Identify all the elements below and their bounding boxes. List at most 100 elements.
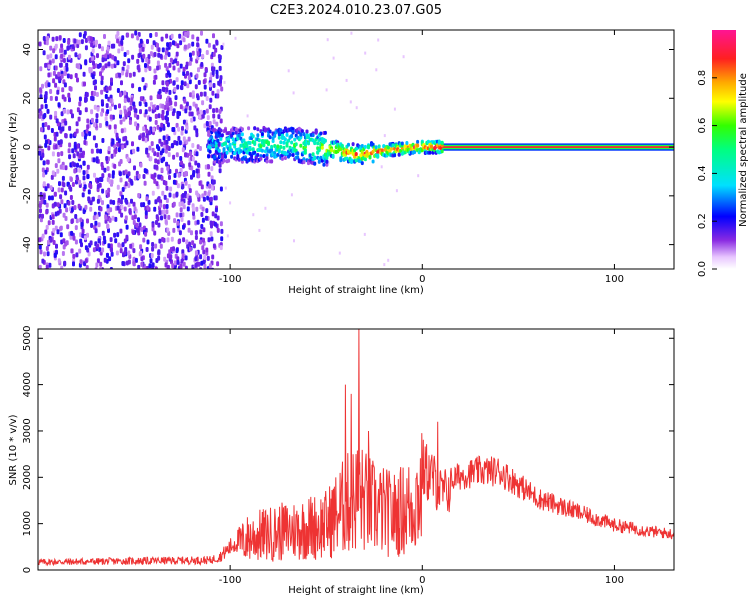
noise-cell [201, 113, 205, 119]
noise-cell [62, 38, 66, 43]
noise-cell [158, 210, 162, 216]
noise-cell [138, 101, 142, 107]
signal-cell [256, 133, 260, 138]
noise-cell [115, 34, 119, 40]
noise-cell [74, 214, 78, 219]
noise-cell [62, 238, 66, 244]
noise-cell [61, 87, 65, 93]
noise-cell [147, 54, 151, 60]
noise-cell [187, 184, 191, 189]
noise-cell [107, 61, 111, 67]
signal-cell [233, 144, 237, 149]
signal-cell [371, 142, 375, 147]
signal-cell [277, 135, 281, 140]
noise-cell [201, 206, 205, 212]
noise-cell [61, 251, 65, 256]
noise-cell [86, 164, 90, 170]
noise-cell [49, 89, 53, 94]
noise-cell [142, 53, 146, 59]
noise-cell [184, 255, 188, 261]
noise-cell [149, 33, 153, 38]
y-tick-label: 5000 [22, 326, 33, 351]
noise-cell [216, 93, 220, 99]
snr-series-line [38, 329, 674, 567]
noise-cell [42, 160, 46, 166]
noise-cell [89, 36, 93, 42]
noise-cell [113, 232, 117, 238]
noise-cell [188, 195, 192, 201]
noise-cell [127, 250, 131, 256]
noise-cell [199, 229, 203, 235]
noise-cell [78, 101, 82, 107]
signal-cell [264, 149, 267, 154]
signal-cell [339, 147, 343, 152]
noise-cell [185, 101, 189, 107]
noise-cell [184, 190, 187, 196]
noise-cell [83, 81, 86, 87]
signal-cell [207, 130, 211, 135]
noise-cell [210, 166, 214, 172]
noise-cell [45, 264, 49, 269]
noise-cell [149, 51, 153, 57]
noise-cell [252, 213, 255, 217]
noise-cell [181, 147, 185, 153]
noise-cell [196, 95, 200, 101]
noise-cell [167, 214, 171, 220]
noise-cell [188, 79, 192, 85]
noise-cell [56, 168, 60, 174]
noise-cell [41, 122, 45, 128]
noise-cell [363, 232, 366, 236]
noise-cell [140, 202, 144, 208]
noise-cell [104, 214, 108, 220]
noise-cell [68, 142, 72, 148]
noise-cell [149, 126, 153, 132]
signal-cell [271, 139, 275, 143]
noise-cell [67, 54, 71, 60]
noise-cell [194, 256, 198, 262]
noise-cell [179, 63, 183, 69]
noise-cell [90, 148, 94, 154]
noise-cell [120, 212, 124, 218]
noise-cell [131, 230, 135, 235]
signal-cell [351, 142, 355, 147]
noise-cell [165, 144, 169, 150]
noise-cell [64, 133, 68, 138]
noise-cell [153, 52, 157, 57]
noise-cell [325, 88, 328, 92]
noise-cell [43, 199, 47, 205]
noise-cell [127, 58, 131, 64]
noise-cell [183, 98, 187, 104]
noise-cell [216, 261, 220, 267]
noise-cell [94, 220, 98, 226]
noise-cell [160, 167, 164, 173]
signal-cell [340, 143, 344, 148]
noise-cell [54, 96, 58, 102]
noise-cell [161, 190, 165, 196]
noise-cell [206, 195, 210, 201]
noise-cell [60, 265, 64, 269]
noise-cell [120, 204, 124, 210]
noise-cell [119, 109, 123, 115]
noise-cell [89, 184, 93, 190]
noise-cell [43, 134, 47, 140]
signal-cell [213, 155, 217, 160]
noise-cell [136, 35, 140, 41]
noise-cell [203, 263, 207, 269]
noise-cell [172, 246, 175, 252]
noise-cell [55, 131, 59, 137]
noise-cell [234, 36, 237, 40]
noise-cell [123, 98, 127, 104]
noise-cell [132, 71, 136, 77]
noise-cell [77, 116, 81, 122]
noise-cell [135, 222, 139, 228]
noise-cell [175, 122, 179, 128]
noise-cell [54, 110, 58, 116]
signal-cell [290, 140, 294, 145]
noise-cell [350, 31, 353, 35]
signal-cell [399, 149, 403, 153]
noise-cell [195, 206, 199, 212]
noise-cell [195, 73, 199, 79]
noise-cell [159, 202, 163, 208]
noise-cell [138, 43, 142, 49]
signal-cell [307, 161, 310, 166]
